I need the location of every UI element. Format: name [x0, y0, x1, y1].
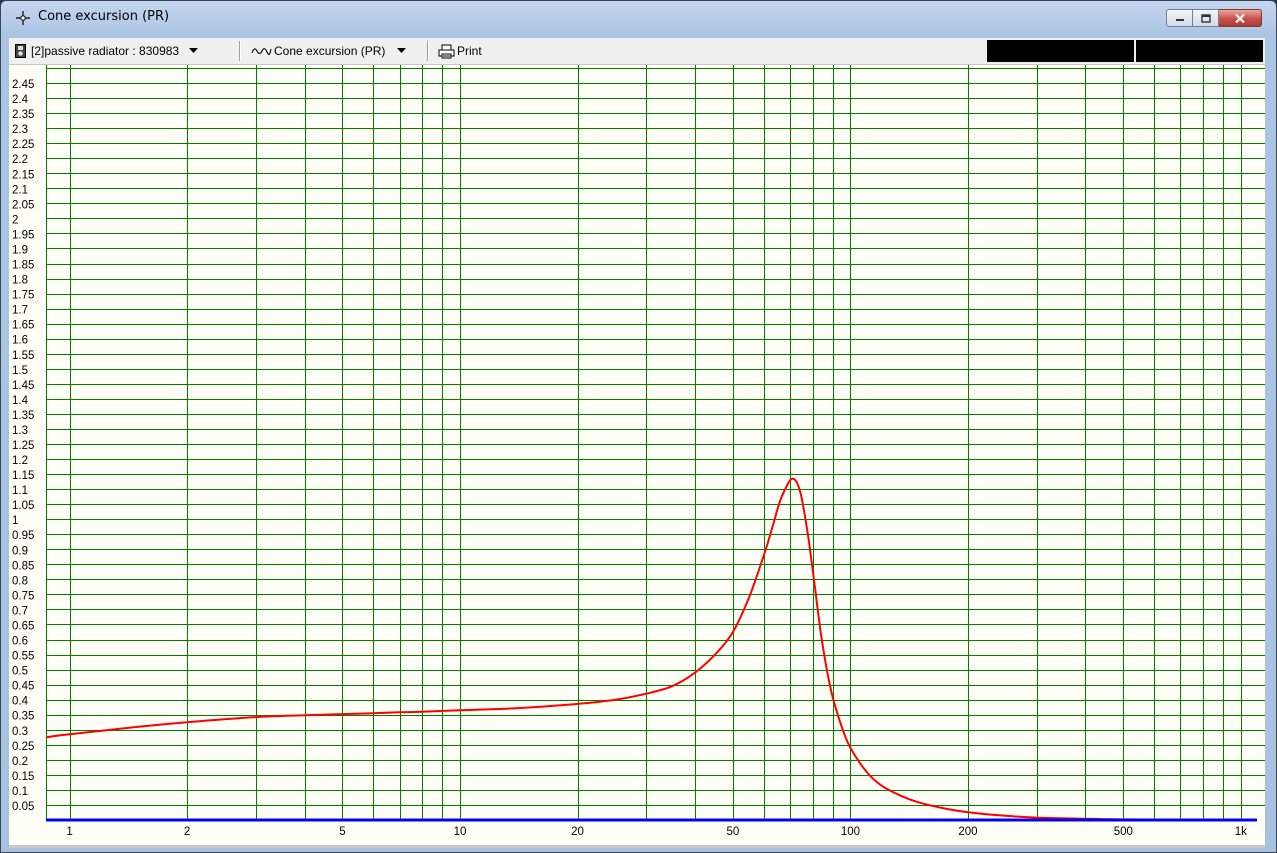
y-tick-label: 0.7 [12, 605, 28, 617]
y-tick-label: 0.1 [12, 786, 28, 798]
driver-select[interactable]: [2]passive radiator : 830983 [15, 38, 199, 64]
y-tick-label: 1 [12, 515, 18, 527]
y-tick-label: 1.2 [12, 455, 28, 467]
excursion-chart[interactable]: 0.05 0.1 0.15 0.2 0.25 0.3 0.35 0.4 0.45 0.5 0.55 0… [9, 65, 1265, 845]
y-tick-label: 1.15 [12, 470, 34, 482]
y-tick-label: 1.55 [12, 350, 34, 362]
y-tick-label: 1.3 [12, 425, 28, 437]
status-strip [9, 845, 1265, 848]
series-layer [45, 477, 1258, 822]
y-tick-label: 0.4 [12, 696, 29, 708]
minimize-icon [1175, 19, 1184, 21]
y-tick-label: 0.65 [12, 620, 34, 632]
y-tick-label: 0.2 [12, 756, 28, 768]
x-tick-label: 5 [339, 826, 345, 838]
chevron-down-icon [397, 48, 407, 53]
x-tick-label: 200 [958, 826, 977, 838]
window-title: Cone excursion (PR) [38, 9, 170, 24]
x-tick-label: 1k [1235, 826, 1247, 838]
toolbar: [2]passive radiator : 830983 Cone excurs… [9, 38, 1265, 65]
readout-box-y [1136, 40, 1263, 62]
maximize-button[interactable] [1193, 9, 1219, 27]
y-tick-label: 1.75 [12, 290, 34, 302]
y-tick-label: 2.35 [12, 109, 34, 121]
y-gridlines [46, 65, 1265, 820]
excursion-curve [45, 477, 1258, 821]
curve-select[interactable]: Cone excursion (PR) [251, 38, 407, 64]
y-tick-label: 0.15 [12, 771, 34, 783]
print-button[interactable]: Print [438, 38, 482, 64]
y-tick-label: 0.05 [12, 801, 34, 813]
chart-area[interactable]: 0.05 0.1 0.15 0.2 0.25 0.3 0.35 0.4 0.45 0.5 0.55 0… [9, 65, 1265, 845]
title-bar[interactable]: Cone excursion (PR) [1, 1, 1276, 35]
curve-select-label: Cone excursion (PR) [274, 44, 386, 58]
x-gridlines [70, 65, 1242, 820]
x-tick-label: 20 [571, 826, 584, 838]
x-axis-labels: 1 2 5 10 20 50 100 200 500 1k [66, 826, 1247, 838]
x-tick-label: 500 [1114, 826, 1133, 838]
y-tick-label: 1.85 [12, 260, 34, 272]
y-tick-label: 0.8 [12, 575, 28, 587]
minimize-button[interactable] [1166, 9, 1193, 27]
close-icon [1235, 13, 1245, 23]
maximize-icon [1200, 13, 1211, 23]
y-tick-label: 2.15 [12, 169, 34, 181]
y-tick-label: 2 [12, 214, 18, 226]
print-label: Print [457, 44, 482, 58]
y-tick-label: 0.45 [12, 681, 34, 693]
y-tick-label: 0.95 [12, 530, 34, 542]
y-axis-labels: 0.05 0.1 0.15 0.2 0.25 0.3 0.35 0.4 0.45 0.5 0.55 0… [12, 79, 34, 813]
close-button[interactable] [1219, 9, 1262, 27]
y-tick-label: 2.3 [12, 124, 28, 136]
y-tick-label: 2.1 [12, 184, 28, 196]
y-tick-label: 1.95 [12, 229, 34, 241]
waveform-icon [251, 48, 272, 55]
crosshair-icon [16, 11, 30, 25]
printer-icon [438, 44, 455, 58]
y-tick-label: 1.1 [12, 485, 28, 497]
y-tick-label: 1.4 [12, 395, 29, 407]
y-tick-label: 1.8 [12, 275, 28, 287]
y-tick-label: 0.85 [12, 560, 34, 572]
driver-select-label: [2]passive radiator : 830983 [31, 44, 180, 58]
y-tick-label: 0.5 [12, 666, 28, 678]
y-tick-label: 2.25 [12, 139, 34, 151]
window-controls [1166, 9, 1262, 27]
y-tick-label: 2.45 [12, 79, 34, 91]
toolbar-separator [427, 41, 429, 61]
y-tick-label: 0.6 [12, 636, 28, 648]
y-tick-label: 0.75 [12, 590, 34, 602]
y-tick-label: 1.45 [12, 380, 34, 392]
y-tick-label: 0.3 [12, 726, 28, 738]
speaker-icon [15, 44, 26, 58]
y-tick-label: 2.05 [12, 199, 34, 211]
y-tick-label: 1.7 [12, 305, 28, 317]
y-tick-label: 0.9 [12, 545, 28, 557]
y-tick-label: 1.25 [12, 440, 34, 452]
y-tick-label: 1.05 [12, 500, 34, 512]
x-tick-label: 10 [454, 826, 467, 838]
x-tick-label: 50 [727, 826, 740, 838]
x-tick-label: 2 [184, 826, 190, 838]
y-tick-label: 1.5 [12, 365, 28, 377]
y-tick-label: 1.6 [12, 335, 28, 347]
x-tick-label: 100 [841, 826, 860, 838]
y-tick-label: 1.9 [12, 244, 28, 256]
y-tick-label: 2.2 [12, 154, 28, 166]
y-tick-label: 0.25 [12, 741, 34, 753]
y-tick-label: 1.35 [12, 410, 34, 422]
y-tick-label: 0.35 [12, 711, 34, 723]
readout-box-x [987, 40, 1134, 62]
y-tick-label: 2.4 [12, 94, 29, 106]
x-tick-label: 1 [66, 826, 72, 838]
y-tick-label: 1.65 [12, 320, 34, 332]
chevron-down-icon [189, 48, 199, 53]
toolbar-separator [239, 41, 241, 61]
y-tick-label: 0.55 [12, 651, 34, 663]
